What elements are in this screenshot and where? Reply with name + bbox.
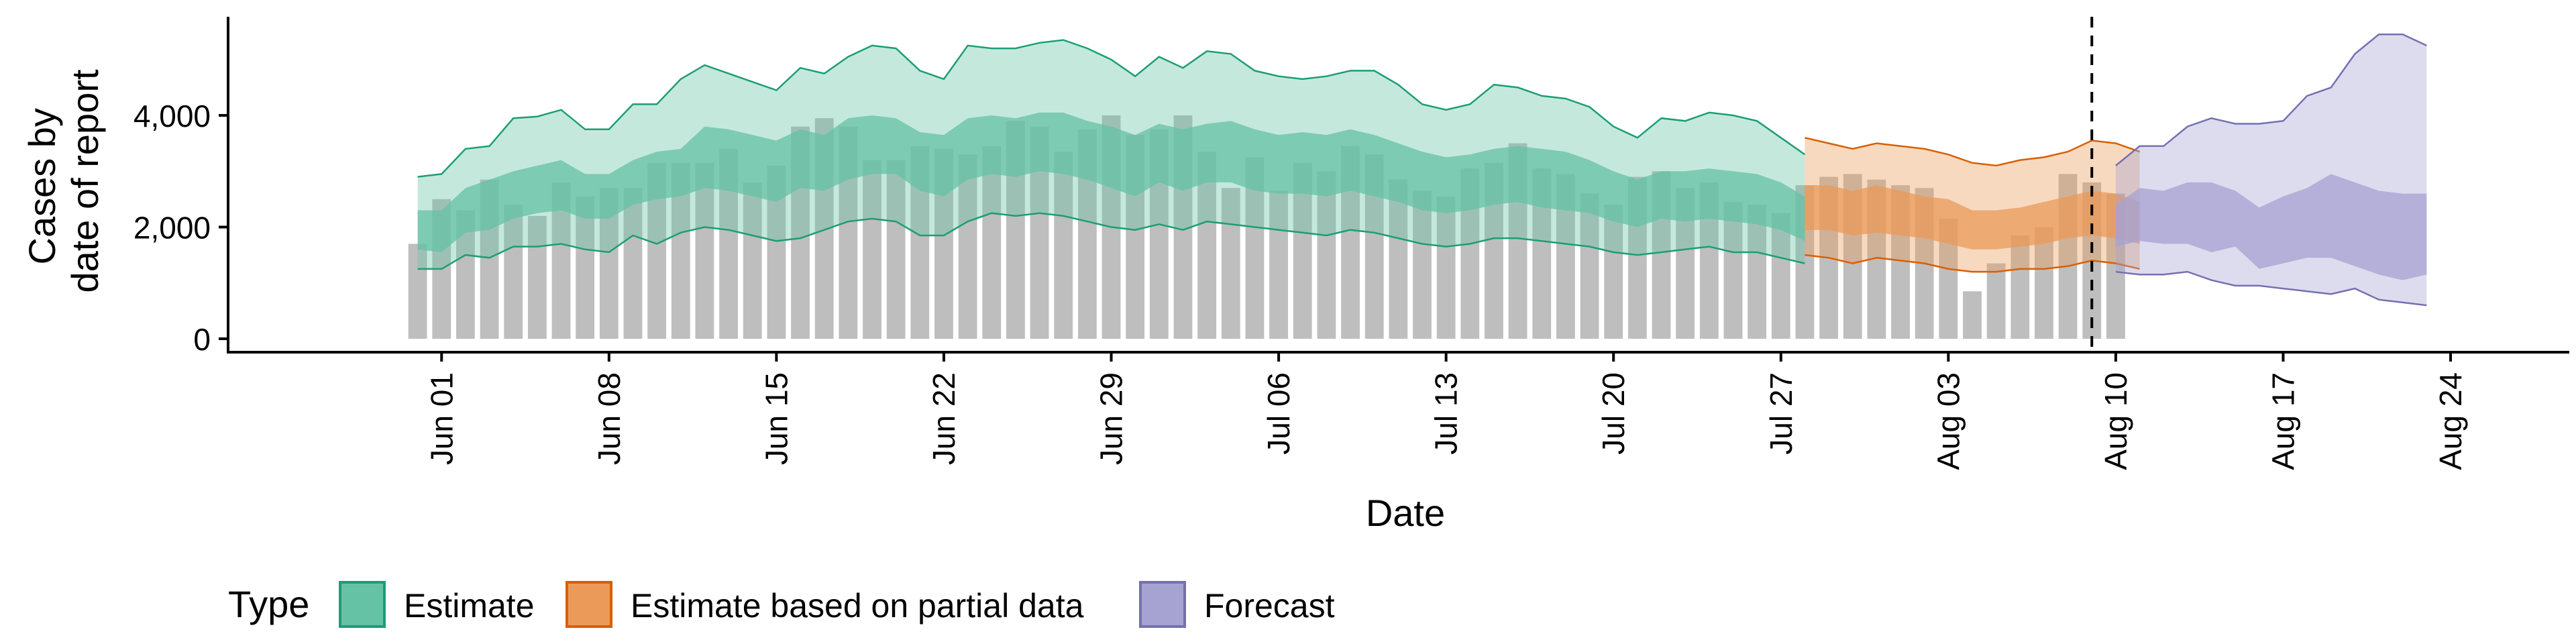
band-inner bbox=[2115, 174, 2427, 280]
legend-title: Type bbox=[228, 583, 309, 625]
band-upper-edge bbox=[1805, 137, 2141, 167]
band-upper-edge bbox=[417, 39, 1806, 178]
bar bbox=[1723, 202, 1743, 339]
x-tick-label: Jun 08 bbox=[592, 372, 627, 465]
bar bbox=[982, 146, 1002, 339]
x-ticks: Jun 01 Jun 08 Jun 15 Jun 22 Jun 29 Jul 06 Jul … bbox=[424, 352, 2468, 470]
bar bbox=[886, 160, 906, 339]
legend-label: Estimate based on partial data bbox=[631, 587, 1084, 625]
y-axis-title-line-2: date of report bbox=[64, 69, 106, 293]
y-axis: 0 2,000 4,000 bbox=[133, 17, 229, 357]
bar bbox=[958, 154, 977, 339]
legend-swatch bbox=[566, 581, 612, 628]
bar bbox=[623, 188, 643, 339]
bar bbox=[1054, 152, 1073, 339]
x-tick-label: Jul 13 bbox=[1429, 372, 1464, 455]
x-tick-label: Aug 10 bbox=[2098, 372, 2133, 470]
bar bbox=[1317, 171, 1336, 339]
x-tick-label: Aug 24 bbox=[2433, 372, 2468, 470]
bar bbox=[1221, 188, 1240, 339]
bar bbox=[743, 182, 762, 339]
x-tick-label: Aug 17 bbox=[2265, 372, 2300, 470]
bar bbox=[408, 244, 427, 339]
x-tick-label: Jul 20 bbox=[1596, 372, 1631, 455]
x-tick-label: Jun 15 bbox=[759, 372, 794, 465]
x-tick-label: Jul 06 bbox=[1261, 372, 1296, 455]
bar bbox=[1986, 263, 2006, 339]
legend-label: Estimate bbox=[404, 587, 535, 625]
y-axis-title: Cases by date of report bbox=[21, 69, 106, 293]
legend-label: Forecast bbox=[1204, 587, 1335, 625]
bar bbox=[1413, 191, 1432, 339]
y-tick-label: 2,000 bbox=[133, 211, 211, 246]
bar bbox=[1436, 196, 1456, 339]
x-tick-label: Jun 01 bbox=[424, 372, 459, 465]
x-axis: Jun 01 Jun 08 Jun 15 Jun 22 Jun 29 Jul 06 Jul … bbox=[227, 351, 2569, 470]
band-lower-edge bbox=[1805, 254, 2140, 273]
x-axis-title: Date bbox=[1366, 492, 1445, 534]
x-tick-label: Jul 27 bbox=[1764, 372, 1799, 455]
bar bbox=[1580, 193, 1599, 339]
bar bbox=[1604, 205, 1623, 339]
bar bbox=[2010, 235, 2030, 339]
x-tick-label: Jun 22 bbox=[926, 372, 961, 465]
bar bbox=[1269, 191, 1288, 339]
band-inner bbox=[1805, 185, 2140, 250]
plot-area bbox=[408, 17, 2427, 352]
y-tick-label: 4,000 bbox=[133, 99, 211, 133]
bar bbox=[504, 205, 523, 339]
y-ticks: 0 2,000 4,000 bbox=[133, 99, 228, 357]
bar bbox=[1963, 291, 1982, 339]
band-lower-edge bbox=[2115, 270, 2427, 307]
x-tick-label: Jun 29 bbox=[1094, 372, 1129, 465]
legend: Type Estimate Estimate based on partial d… bbox=[228, 581, 1335, 628]
bar bbox=[1771, 213, 1790, 339]
y-tick-label: 0 bbox=[193, 322, 211, 357]
bands-layer bbox=[417, 34, 2427, 307]
bar bbox=[1748, 205, 1767, 339]
y-axis-title-line-1: Cases by bbox=[21, 108, 63, 264]
band-upper-edge bbox=[2115, 34, 2427, 166]
band-lower-edge bbox=[417, 212, 1805, 270]
bar bbox=[1389, 179, 1408, 339]
bar bbox=[695, 162, 714, 339]
bar bbox=[576, 196, 595, 339]
bar bbox=[2035, 227, 2053, 339]
bar bbox=[527, 215, 547, 339]
band-inner bbox=[417, 112, 1805, 252]
bar bbox=[863, 160, 881, 339]
legend-swatch bbox=[1139, 581, 1186, 628]
legend-swatch bbox=[339, 581, 386, 628]
x-tick-label: Aug 03 bbox=[1931, 372, 1966, 470]
